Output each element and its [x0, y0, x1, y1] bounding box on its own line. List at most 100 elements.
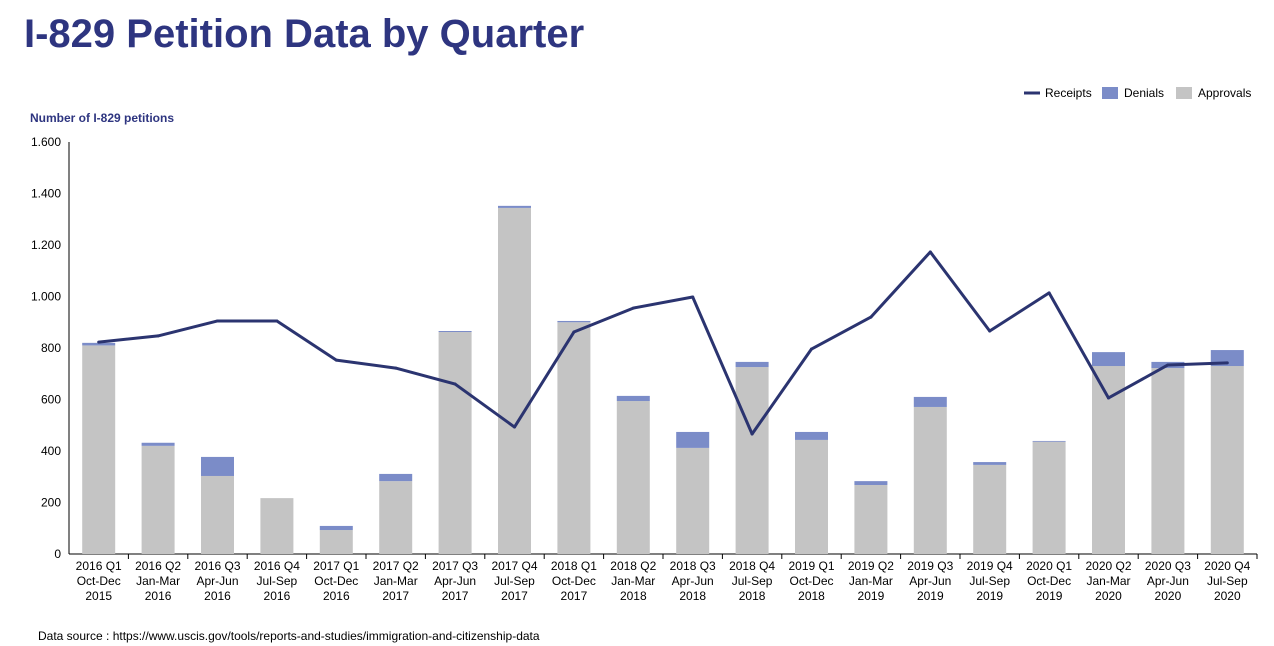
x-tick-label: Jul-Sep [969, 574, 1010, 588]
x-tick-label: Apr-Jun [909, 574, 951, 588]
x-tick-label: Jan-Mar [136, 574, 180, 588]
receipts-point [631, 306, 635, 310]
x-tick-label: 2019 Q1 [788, 559, 834, 573]
y-tick-label: 1.200 [31, 238, 61, 252]
approvals-bar [1032, 441, 1066, 554]
receipts-point [453, 382, 457, 386]
x-tick-label: Oct-Dec [314, 574, 358, 588]
receipts-point [928, 250, 932, 254]
approvals-bar [1151, 368, 1185, 554]
x-tick-label: 2018 Q3 [670, 559, 716, 573]
x-tick-label: 2019 Q4 [967, 559, 1013, 573]
approvals-bar [1210, 366, 1244, 554]
chart-title: I-829 Petition Data by Quarter [24, 12, 585, 56]
receipts-point [869, 315, 873, 319]
legend-approvals-swatch [1176, 87, 1192, 99]
denials-bar [735, 361, 769, 368]
y-tick-label: 200 [41, 496, 61, 510]
receipts-point [691, 295, 695, 299]
y-tick-label: 1.000 [31, 290, 61, 304]
x-tick-label: 2018 [798, 589, 825, 603]
y-tick-label: 1.600 [31, 135, 61, 149]
x-tick-label: Apr-Jun [672, 574, 714, 588]
x-tick-label: 2016 Q2 [135, 559, 181, 573]
denials-bar [973, 462, 1007, 465]
receipts-point [1047, 291, 1051, 295]
y-tick-label: 400 [41, 444, 61, 458]
approvals-bar [616, 401, 650, 554]
x-tick-label: 2017 [382, 589, 409, 603]
receipts-point [810, 347, 813, 351]
x-tick-label: Jul-Sep [732, 574, 773, 588]
x-tick-label: 2020 [1214, 589, 1241, 603]
x-tick-label: 2019 [976, 589, 1003, 603]
receipts-point [216, 319, 219, 323]
x-tick-label: 2016 Q4 [254, 559, 300, 573]
denials-bar [141, 442, 175, 446]
receipts-point [156, 334, 160, 338]
x-tick-label: Oct-Dec [552, 574, 596, 588]
x-tick-label: 2016 [204, 589, 231, 603]
x-tick-label: 2019 Q2 [848, 559, 894, 573]
denials-bar [498, 205, 531, 208]
x-tick-label: Jan-Mar [374, 574, 418, 588]
x-tick-label: 2016 [323, 589, 350, 603]
x-tick-label: 2018 [620, 589, 647, 603]
denials-bar [854, 481, 888, 485]
approvals-bar [260, 498, 294, 554]
x-tick-label: Oct-Dec [1027, 574, 1071, 588]
x-tick-label: 2017 Q2 [373, 559, 419, 573]
x-tick-label: 2016 Q1 [76, 559, 122, 573]
receipts-point [988, 329, 992, 333]
x-tick-label: 2019 [917, 589, 944, 603]
legend-denials-label: Denials [1124, 86, 1164, 100]
approvals-bar [201, 475, 234, 554]
denials-bar [557, 320, 591, 323]
receipts-point [394, 366, 398, 370]
receipts-point [572, 330, 576, 334]
legend-receipts-label: Receipts [1045, 86, 1092, 100]
denials-bar [676, 431, 710, 448]
y-tick-label: 800 [41, 341, 61, 355]
receipts-point [750, 432, 754, 436]
x-tick-label: 2020 [1155, 589, 1182, 603]
x-tick-label: Apr-Jun [196, 574, 238, 588]
x-tick-label: 2020 Q1 [1026, 559, 1072, 573]
approvals-bar [676, 447, 710, 554]
receipts-point [513, 425, 516, 429]
approvals-bar [319, 530, 353, 554]
denials-bar [1092, 352, 1125, 367]
x-tick-label: Jul-Sep [494, 574, 535, 588]
x-tick-label: 2016 [264, 589, 291, 603]
x-tick-label: 2015 [85, 589, 112, 603]
y-tick-label: 0 [54, 547, 61, 561]
denials-bar [379, 473, 413, 482]
legend-approvals-label: Approvals [1198, 86, 1251, 100]
approvals-bar [141, 445, 175, 554]
denials-bar [795, 431, 828, 440]
approvals-bar [438, 332, 472, 554]
y-tick-label: 600 [41, 393, 61, 407]
x-tick-label: 2020 Q4 [1204, 559, 1250, 573]
denials-bar [82, 342, 116, 346]
approvals-bar [82, 345, 116, 554]
y-tick-label: 1.400 [31, 187, 61, 201]
approvals-bar [557, 322, 591, 554]
x-tick-label: Apr-Jun [1147, 574, 1189, 588]
x-tick-label: Jan-Mar [849, 574, 893, 588]
approvals-bar [379, 481, 413, 554]
denials-bar [616, 395, 650, 402]
x-tick-label: 2020 Q3 [1145, 559, 1191, 573]
approvals-bar [973, 464, 1007, 554]
x-tick-label: 2018 Q1 [551, 559, 597, 573]
x-tick-label: 2016 [145, 589, 172, 603]
x-tick-label: Jul-Sep [257, 574, 298, 588]
x-tick-label: 2017 [561, 589, 588, 603]
x-tick-label: Oct-Dec [77, 574, 121, 588]
receipts-point [334, 358, 338, 362]
x-tick-label: 2020 Q2 [1085, 559, 1131, 573]
x-tick-label: Oct-Dec [789, 574, 833, 588]
receipts-point [1166, 363, 1170, 367]
x-tick-label: Apr-Jun [434, 574, 476, 588]
